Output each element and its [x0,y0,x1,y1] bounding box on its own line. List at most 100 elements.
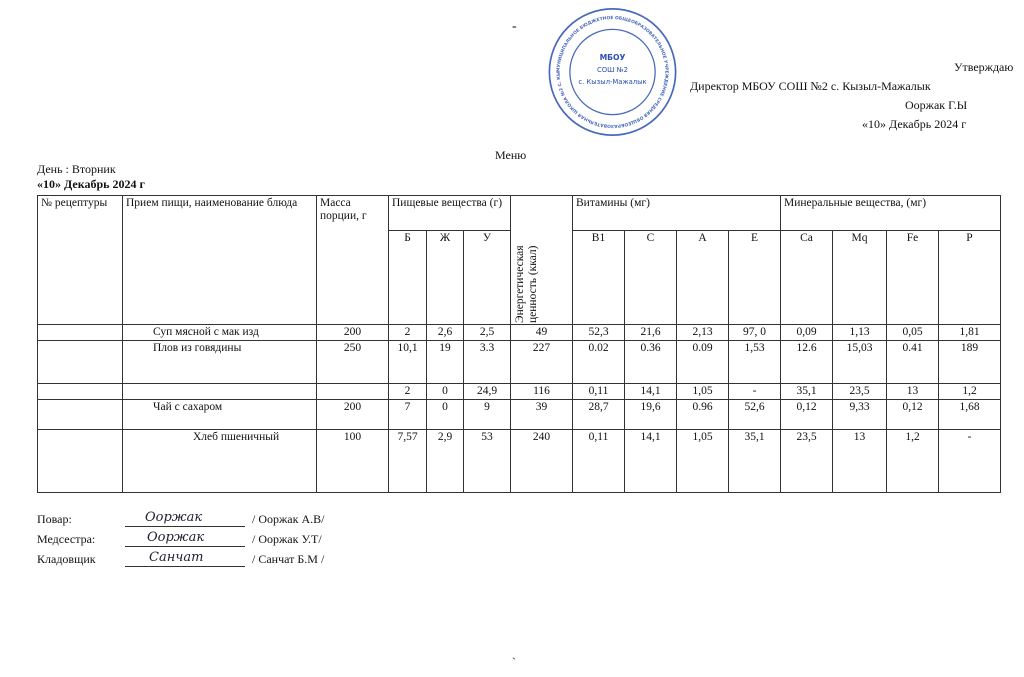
cell-recipe [37,324,123,341]
cell-u: 3.3 [463,340,511,384]
cell-b1: 0,11 [572,429,625,493]
cell-mq: 9,33 [832,399,887,430]
cell-energy: 240 [510,429,573,493]
header-dish: Прием пищи, наименование блюда [122,195,317,325]
cell-energy: 227 [510,340,573,384]
stamp-center3: с. Кызыл-Мажалык [578,78,646,86]
header-zh: Ж [426,230,464,325]
menu-table: № рецептуры Прием пищи, наименование блю… [37,195,1001,493]
header-c: С [624,230,677,325]
header-mass: Масса порции, г [316,195,389,325]
school-stamp: МУНИЦИПАЛЬНОЕ БЮДЖЕТНОЕ ОБЩЕОБРАЗОВАТЕЛЬ… [540,2,677,136]
cell-dish [122,383,317,400]
header-energy: Энергетическая ценность (ккал) [510,195,573,325]
cell-zh: 0 [426,399,464,430]
cell-mass: 100 [316,429,389,493]
cell-c: 14,1 [624,429,677,493]
cell-mass: 200 [316,399,389,430]
cell-recipe [37,340,123,384]
cell-p: 1,2 [938,383,1001,400]
header-nutrients: Пищевые вещества (г) [388,195,511,231]
cell-dish: Плов из говядины [122,340,317,384]
cell-b: 7 [388,399,427,430]
cell-energy: 49 [510,324,573,341]
table-row: Плов из говядины 250 10,1 19 3.3 227 0.02 0.36 0… [37,340,1001,384]
handwritten-signature: Ооржак [145,510,203,525]
cell-p: 1,68 [938,399,1001,430]
cell-b1: 52,3 [572,324,625,341]
signature-line [125,532,245,547]
cell-c: 19,6 [624,399,677,430]
signature-name: / Санчат Б.М / [252,552,325,566]
cell-ca: 0,12 [780,399,833,430]
cell-b1: 0,11 [572,383,625,400]
cell-u: 53 [463,429,511,493]
cell-zh: 2,9 [426,429,464,493]
header-ca: Ca [780,230,833,325]
cell-p: 189 [938,340,1001,384]
cell-zh: 19 [426,340,464,384]
signature-role: Кладовщик [37,552,96,566]
header-b: Б [388,230,427,325]
cell-fe: 0,12 [886,399,939,430]
approval-line1: Утверждаю [954,60,1014,74]
cell-mq: 1,13 [832,324,887,341]
header-mq: Mq [832,230,887,325]
cell-b: 2 [388,324,427,341]
cell-a: 1,05 [676,429,729,493]
cell-zh: 2,6 [426,324,464,341]
day-label: День : Вторник [37,162,116,176]
header-p: P [938,230,1001,325]
approval-line3: Ооржак Г.Ы [905,98,968,112]
dot-mark: ` [512,655,516,669]
cell-mass: 250 [316,340,389,384]
cell-recipe [37,383,123,400]
cell-mass [316,383,389,400]
cell-e: 35,1 [728,429,781,493]
cell-c: 14,1 [624,383,677,400]
cell-b: 7,57 [388,429,427,493]
approval-line2: Директор МБОУ СОШ №2 с. Кызыл-Мажалык [690,79,931,93]
handwritten-signature: Ооржак [147,530,205,545]
header-a: А [676,230,729,325]
cell-recipe [37,399,123,430]
table-row: Хлеб пшеничный 100 7,57 2,9 53 240 0,11 14,1 1,0… [37,429,1001,493]
header-vitamins: Витамины (мг) [572,195,781,231]
handwritten-signature: Санчат [149,550,204,565]
cell-e: 97, 0 [728,324,781,341]
cell-e: 52,6 [728,399,781,430]
cell-p: - [938,429,1001,493]
cell-mq: 23,5 [832,383,887,400]
cell-ca: 12.6 [780,340,833,384]
cell-b1: 0.02 [572,340,625,384]
cell-b: 10,1 [388,340,427,384]
cell-ca: 23,5 [780,429,833,493]
cell-u: 2,5 [463,324,511,341]
cell-fe: 1,2 [886,429,939,493]
cell-energy: 116 [510,383,573,400]
cell-b1: 28,7 [572,399,625,430]
cell-c: 0.36 [624,340,677,384]
dot-mark: - [512,19,517,34]
header-u: У [463,230,511,325]
cell-dish: Суп мясной с мак изд [122,324,317,341]
cell-mq: 13 [832,429,887,493]
cell-ca: 35,1 [780,383,833,400]
table-row: Чай с сахаром 200 7 0 9 39 28,7 19,6 0.96 52,6 0,1… [37,399,1001,430]
signature-name: / Ооржак А.В/ [252,512,325,526]
header-b1: В1 [572,230,625,325]
cell-zh: 0 [426,383,464,400]
cell-recipe [37,429,123,493]
cell-a: 0.96 [676,399,729,430]
stamp-center2: СОШ №2 [597,66,628,74]
cell-e: 1,53 [728,340,781,384]
header-fe: Fe [886,230,939,325]
cell-dish: Хлеб пшеничный [122,429,317,493]
table-row: 2 0 24,9 116 0,11 14,1 1,05-35,1 23,5 13 1,2 [37,383,1001,400]
cell-e: - [728,383,781,400]
header-recipe: № рецептуры [37,195,123,325]
signature-role: Повар: [37,512,72,526]
cell-p: 1,81 [938,324,1001,341]
cell-fe: 13 [886,383,939,400]
